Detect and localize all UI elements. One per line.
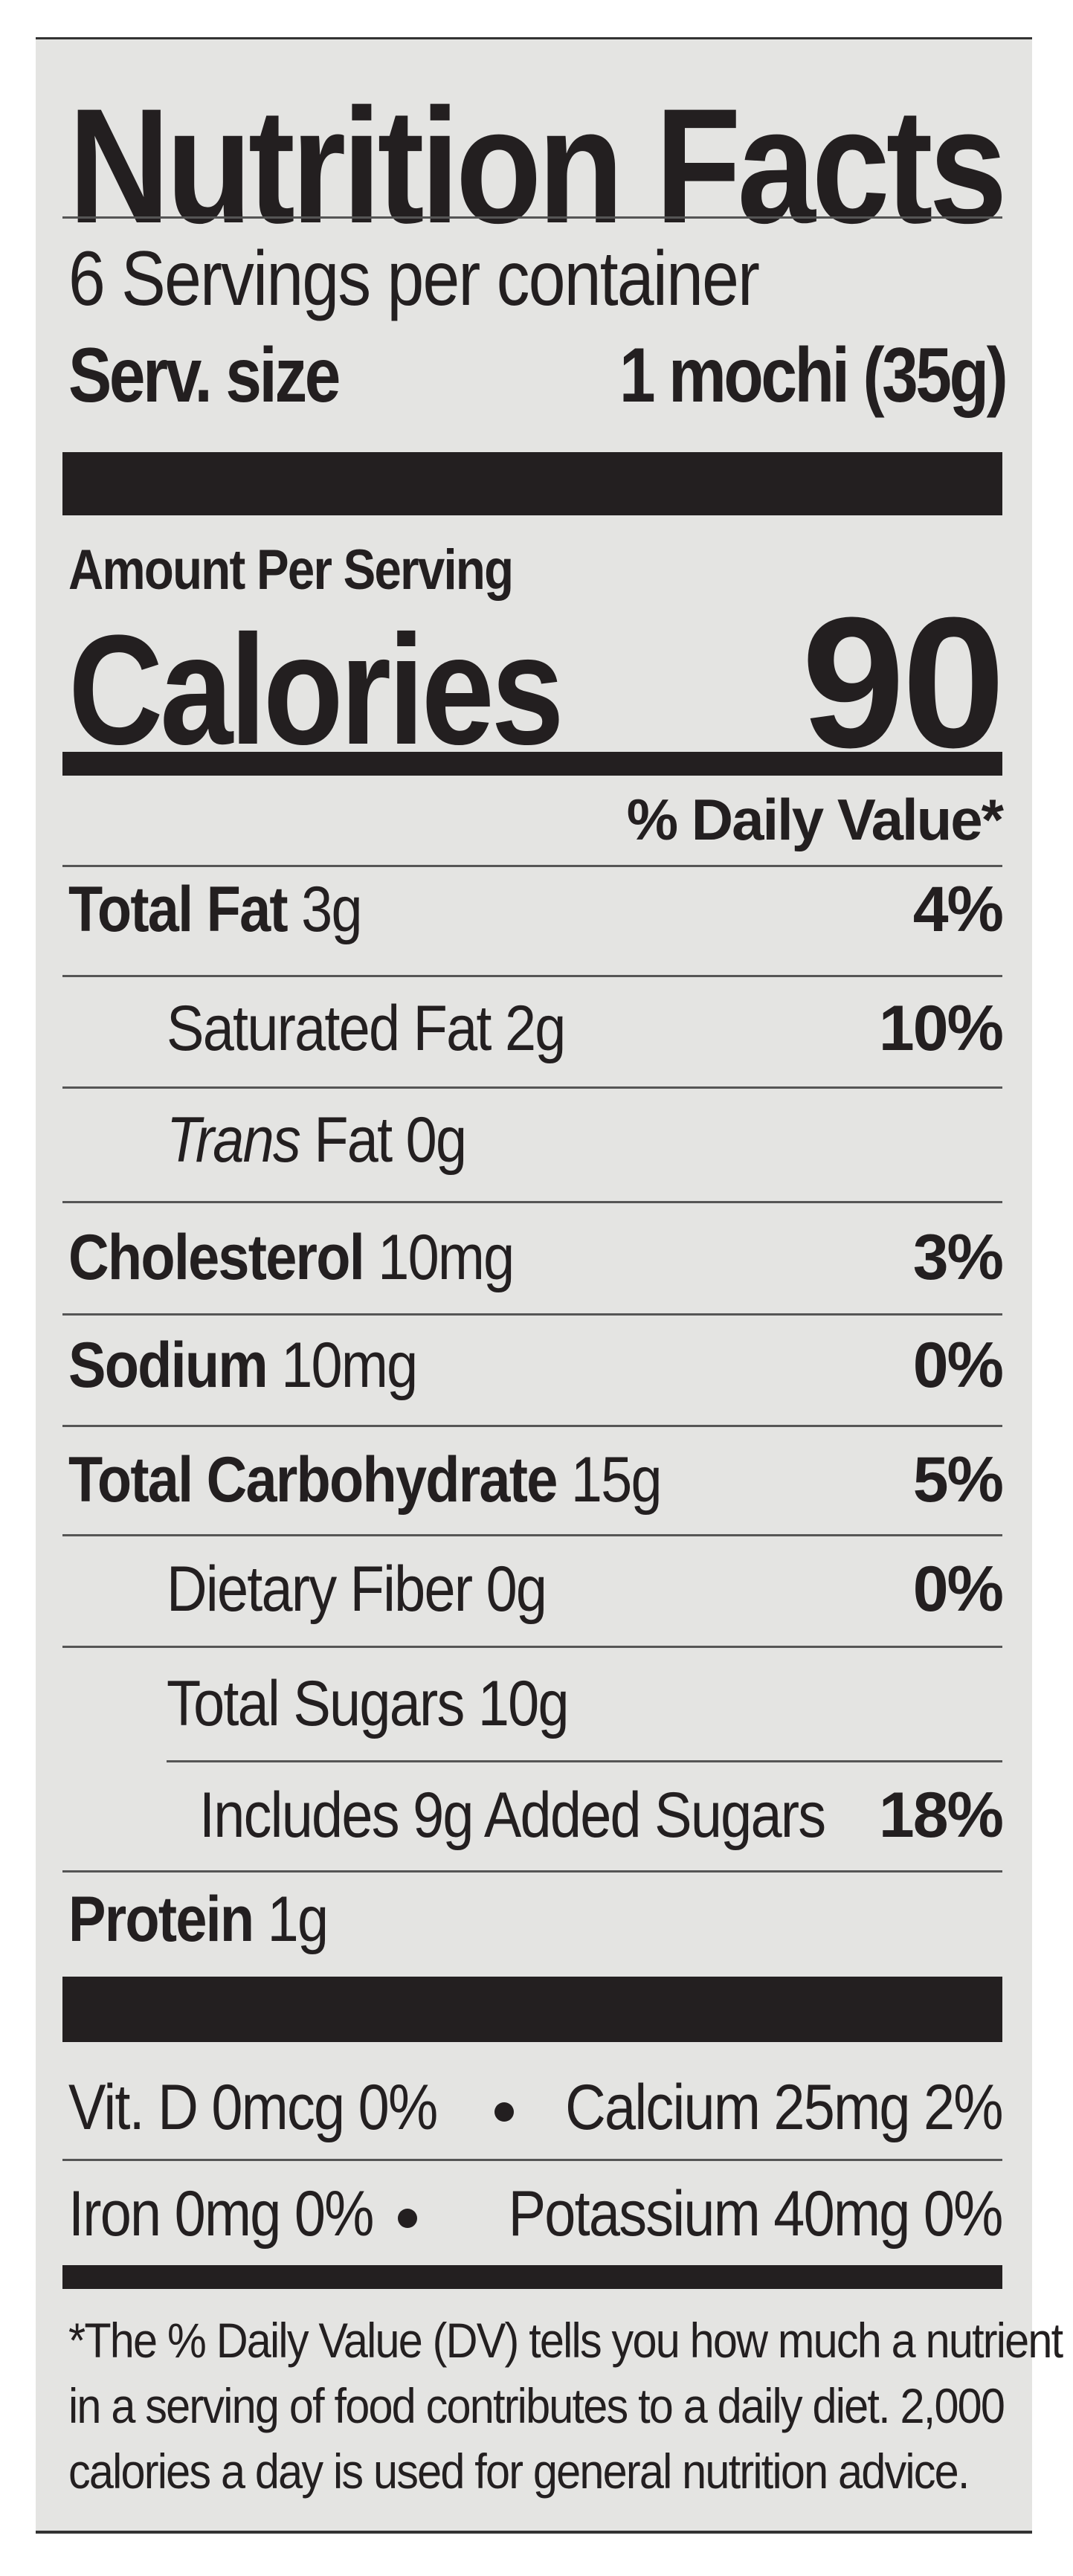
vitamin-row: Vit. D 0mcg 0% Calcium 25mg 2% <box>68 2072 1004 2143</box>
vitamin-row: Iron 0mg 0% Potassium 40mg 0% <box>68 2178 1004 2250</box>
nutrition-facts-label: Nutrition Facts 6 Servings per container… <box>36 37 1063 2534</box>
thick-divider <box>62 1977 1002 2042</box>
serving-size-value: 1 mochi (35g) <box>619 332 1008 419</box>
divider <box>62 2159 1002 2161</box>
servings-per-container: 6 Servings per container <box>68 236 760 322</box>
amount-per-serving: Amount Per Serving <box>68 538 514 602</box>
divider <box>62 216 1002 219</box>
calories-label: Calories <box>68 602 564 777</box>
nutrient-row-trans-fat: Trans Fat 0g <box>167 1104 467 1176</box>
bullet-icon <box>494 2102 515 2122</box>
divider <box>167 1760 1002 1762</box>
daily-value-header: % Daily Value* <box>626 787 1004 852</box>
nutrient-row-sodium: Sodium 10mg 0% <box>68 1330 1004 1401</box>
divider <box>62 1086 1002 1089</box>
nutrient-row-total-carbohydrate: Total Carbohydrate 15g 5% <box>68 1444 1004 1516</box>
nutrient-row-protein: Protein 1g <box>68 1884 329 1955</box>
serving-size: Serv. size 1 mochi (35g) <box>68 332 1008 419</box>
nutrient-row-dietary-fiber: Dietary Fiber 0g 0% <box>167 1553 1004 1625</box>
divider <box>62 975 1002 977</box>
thick-divider <box>62 752 1002 776</box>
nutrient-row-total-fat: Total Fat 3g 4% <box>68 874 1004 945</box>
calories-value: 90 <box>801 579 1005 786</box>
footnote: *The % Daily Value (DV) tells you how mu… <box>68 2313 1063 2499</box>
divider <box>62 1201 1002 1203</box>
divider <box>62 1534 1002 1536</box>
divider <box>62 1870 1002 1873</box>
nutrient-row-total-sugars: Total Sugars 10g <box>167 1668 570 1739</box>
bullet-icon <box>398 2209 418 2229</box>
nutrient-row-cholesterol: Cholesterol 10mg 3% <box>68 1222 1004 1293</box>
serving-size-label: Serv. size <box>68 332 341 419</box>
thick-divider <box>62 452 1002 515</box>
thick-divider <box>62 2265 1002 2289</box>
nutrient-row-added-sugars: Includes 9g Added Sugars 18% <box>199 1780 1004 1851</box>
divider <box>62 1646 1002 1648</box>
divider <box>62 1425 1002 1427</box>
nutrient-row-saturated-fat: Saturated Fat 2g 10% <box>167 993 1004 1064</box>
label-title: Nutrition Facts <box>68 74 1008 257</box>
divider <box>62 1313 1002 1316</box>
divider <box>62 865 1002 867</box>
